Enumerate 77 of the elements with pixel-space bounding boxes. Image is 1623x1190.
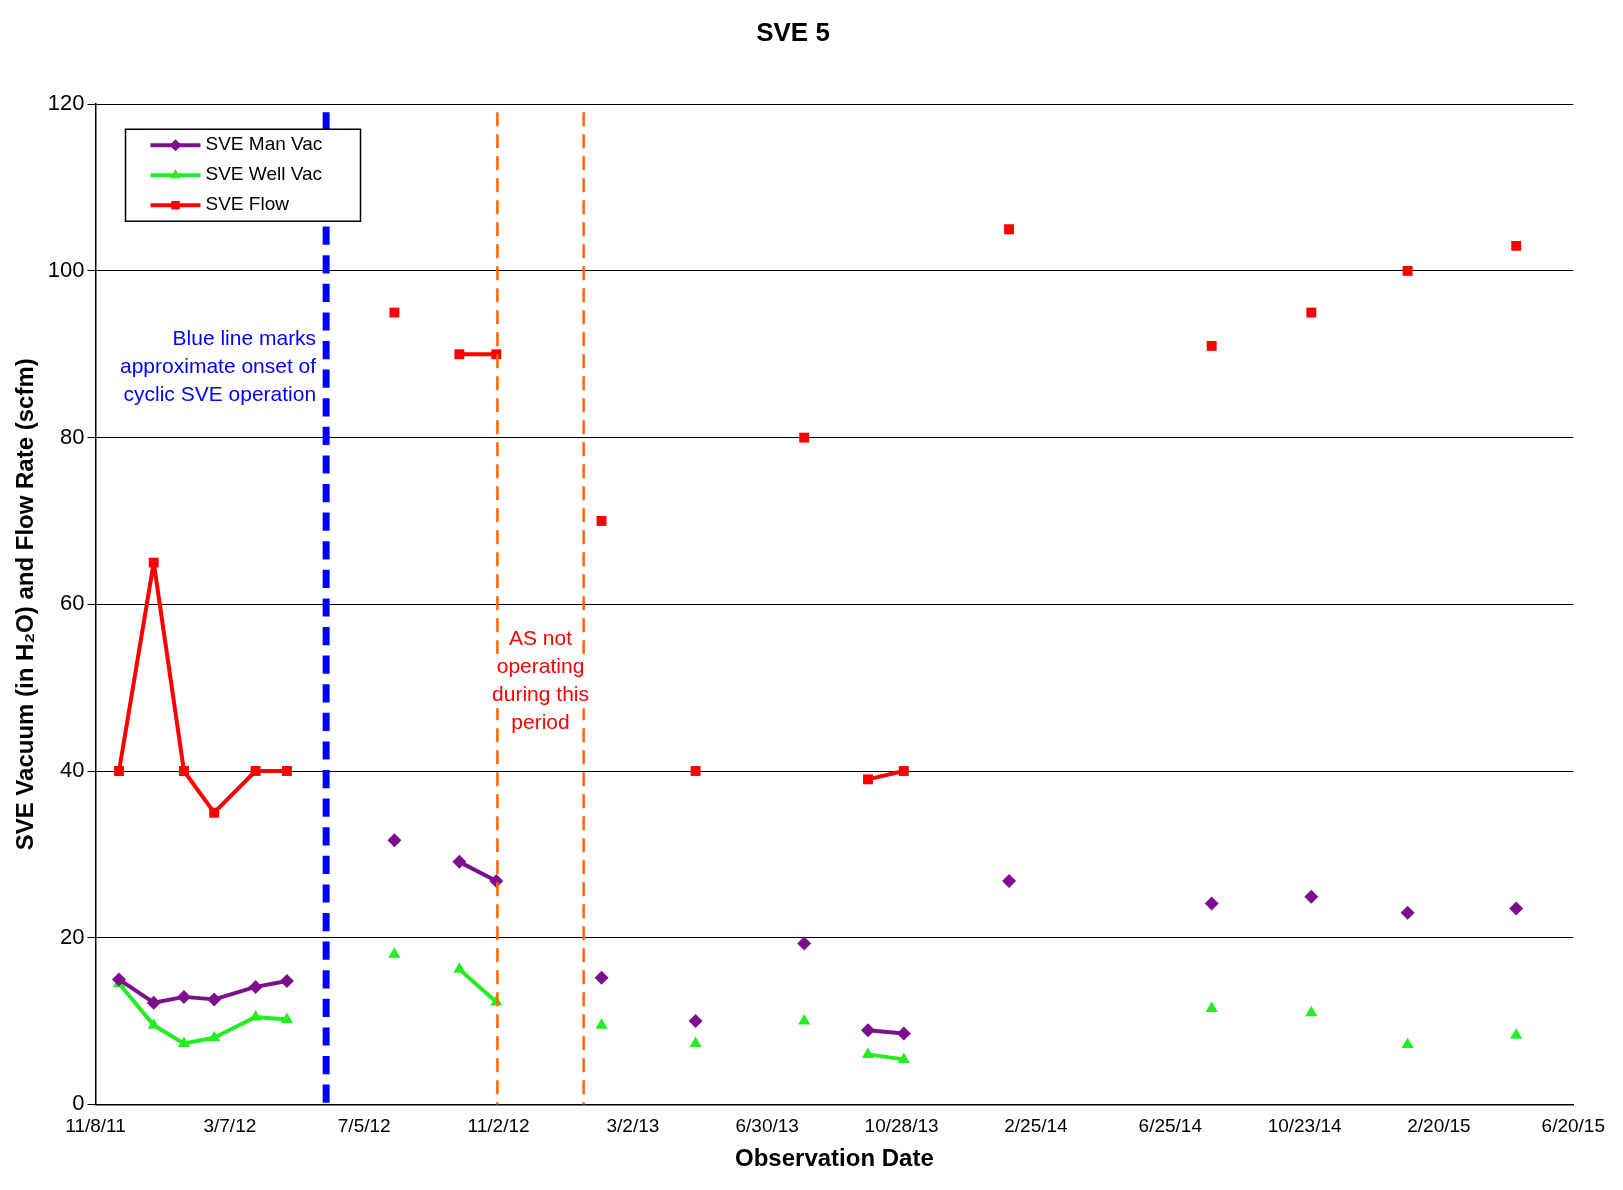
- y-tick-label: 20: [60, 923, 85, 949]
- point: [798, 1014, 811, 1025]
- point: [114, 766, 124, 776]
- point: [112, 972, 127, 987]
- point: [1204, 896, 1219, 911]
- point: [452, 854, 467, 869]
- y-tick-label: 60: [60, 590, 85, 616]
- point: [279, 974, 294, 989]
- point: [898, 766, 909, 776]
- x-tick-label: 2/25/14: [1004, 1115, 1069, 1137]
- point: [1304, 889, 1319, 904]
- point: [388, 947, 401, 958]
- point: [688, 1014, 703, 1029]
- annotation: AS not operating during this period: [492, 626, 589, 734]
- x-tick-label: 11/2/12: [467, 1115, 530, 1137]
- point: [799, 432, 810, 443]
- point: [595, 1018, 608, 1029]
- y-axis-title: SVE Vacuum (in H₂O) and Flow Rate (scfm): [11, 358, 39, 851]
- point: [797, 936, 812, 951]
- point: [176, 989, 191, 1004]
- point: [1205, 1001, 1218, 1013]
- y-tick-label: 40: [60, 757, 85, 783]
- point: [1402, 265, 1413, 276]
- point: [454, 349, 465, 360]
- point: [250, 766, 261, 776]
- point: [596, 516, 607, 526]
- point: [1306, 307, 1317, 318]
- x-tick-label: 6/25/14: [1138, 1115, 1203, 1137]
- legend-label: SVE Flow: [205, 193, 290, 215]
- x-tick-label: 6/20/15: [1541, 1115, 1606, 1137]
- point: [453, 962, 466, 973]
- point: [860, 1023, 875, 1038]
- y-tick-label: 120: [47, 90, 85, 116]
- x-tick-label: 3/7/12: [203, 1115, 257, 1137]
- point: [861, 1047, 875, 1058]
- point: [207, 992, 222, 1007]
- point: [594, 970, 609, 985]
- legend-label: SVE Well Vac: [205, 163, 323, 185]
- point: [1511, 240, 1522, 251]
- point: [148, 557, 159, 568]
- point: [209, 807, 220, 818]
- x-tick-label: 10/28/13: [864, 1115, 939, 1137]
- x-tick-label: 6/30/13: [735, 1115, 799, 1137]
- y-tick-label: 0: [72, 1090, 85, 1116]
- point: [897, 1052, 910, 1063]
- point: [248, 979, 263, 994]
- x-tick-label: 11/8/11: [65, 1115, 126, 1137]
- x-tick-label: 2/20/15: [1407, 1115, 1471, 1137]
- point: [179, 766, 189, 776]
- point: [1305, 1005, 1318, 1017]
- point: [387, 833, 402, 848]
- point: [1002, 874, 1017, 889]
- point: [863, 774, 873, 785]
- y-tick-label: 80: [60, 423, 85, 449]
- x-tick-label: 10/23/14: [1267, 1115, 1343, 1137]
- y-tick-label: 100: [47, 256, 85, 282]
- legend-label: SVE Man Vac: [205, 133, 323, 155]
- point: [690, 766, 701, 776]
- point: [1400, 905, 1415, 920]
- point: [146, 995, 161, 1010]
- point: [389, 307, 400, 318]
- annotation: Blue line marks approximate onset of cyclic SVE operation: [120, 326, 317, 406]
- point: [1004, 224, 1014, 235]
- point: [282, 766, 292, 776]
- x-axis-title: Observation Date: [735, 1144, 934, 1172]
- chart-title: SVE 5: [756, 16, 830, 47]
- point: [1510, 1028, 1523, 1039]
- point: [896, 1026, 911, 1041]
- point: [1401, 1037, 1414, 1048]
- x-tick-label: 7/5/12: [337, 1115, 391, 1137]
- point: [177, 1036, 191, 1048]
- x-tick-label: 3/2/13: [606, 1115, 660, 1137]
- point: [1206, 340, 1217, 351]
- point: [1509, 901, 1524, 916]
- point: [280, 1012, 294, 1023]
- point: [689, 1036, 702, 1048]
- point: [208, 1030, 221, 1042]
